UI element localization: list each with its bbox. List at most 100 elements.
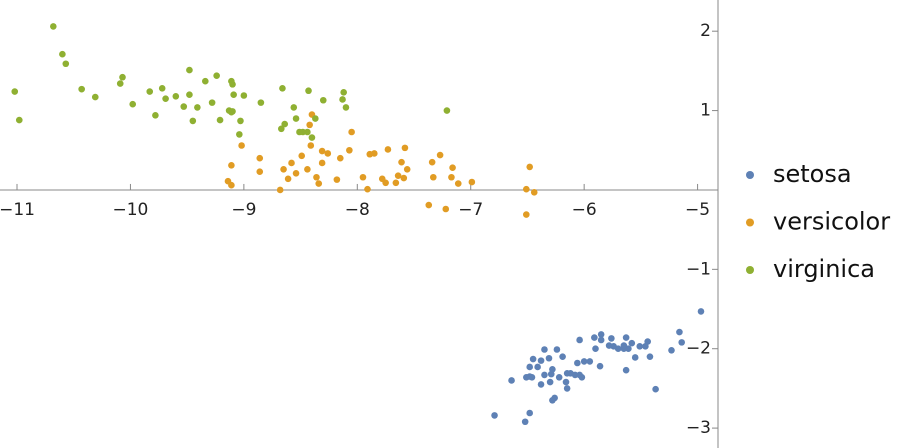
point	[346, 146, 353, 154]
point	[442, 205, 450, 213]
point	[586, 358, 594, 365]
point	[281, 120, 289, 128]
point	[547, 370, 555, 378]
point	[549, 397, 556, 404]
point	[172, 92, 180, 100]
point	[50, 23, 57, 30]
point	[646, 353, 654, 360]
point	[398, 158, 405, 166]
point	[319, 96, 327, 104]
point	[608, 335, 615, 342]
point	[580, 358, 588, 365]
point	[59, 50, 66, 58]
point	[290, 104, 298, 111]
point	[162, 95, 169, 102]
y-tick-label: −1	[686, 259, 711, 279]
point	[576, 336, 583, 344]
point	[228, 77, 235, 85]
point	[429, 173, 437, 181]
point	[288, 159, 295, 167]
point	[403, 166, 411, 173]
y-tick-label: −2	[686, 339, 711, 359]
point	[304, 166, 311, 173]
point	[436, 151, 444, 159]
point	[315, 180, 323, 187]
x-tick-label: −7	[458, 200, 483, 220]
point	[237, 117, 244, 125]
point	[15, 116, 23, 124]
point	[189, 117, 197, 125]
x-tick-label: −5	[685, 200, 710, 220]
point	[236, 131, 243, 138]
point	[592, 345, 599, 353]
point	[401, 144, 409, 152]
point	[339, 96, 346, 103]
point	[366, 150, 374, 158]
point	[530, 189, 538, 196]
point	[318, 159, 326, 167]
y-tick-label: −3	[686, 418, 711, 438]
point	[152, 112, 159, 119]
point	[534, 363, 541, 371]
legend-marker	[746, 266, 754, 274]
legend-marker	[746, 171, 754, 179]
point	[400, 174, 408, 182]
point	[202, 77, 209, 85]
point	[230, 91, 237, 98]
point	[428, 158, 436, 166]
point	[523, 185, 530, 193]
point	[78, 85, 85, 93]
point	[541, 371, 548, 379]
x-tick-label: −10	[112, 200, 148, 220]
point	[208, 99, 216, 106]
point	[257, 99, 265, 106]
point	[158, 85, 166, 92]
point	[186, 91, 193, 98]
point	[304, 128, 311, 136]
point	[359, 173, 367, 181]
legend-label: setosa	[773, 160, 852, 188]
point	[340, 89, 347, 96]
point	[296, 128, 303, 136]
point	[116, 80, 124, 87]
point	[622, 366, 630, 374]
point	[292, 169, 300, 177]
point	[553, 346, 561, 353]
point	[468, 178, 476, 186]
point	[256, 154, 264, 162]
point	[280, 166, 287, 173]
point	[336, 154, 344, 162]
point	[425, 201, 433, 209]
point	[559, 353, 566, 360]
point	[129, 100, 137, 108]
point	[312, 115, 319, 122]
point	[186, 66, 193, 74]
point	[11, 88, 19, 95]
point	[146, 88, 154, 95]
point	[636, 343, 644, 350]
point	[284, 175, 292, 183]
point	[526, 409, 534, 417]
point	[642, 343, 649, 350]
point	[240, 92, 248, 99]
point	[545, 354, 553, 362]
point	[448, 173, 455, 181]
point	[529, 355, 537, 363]
point	[591, 334, 598, 341]
point	[213, 72, 220, 79]
point	[523, 211, 530, 218]
point	[91, 93, 99, 101]
point	[279, 85, 286, 92]
point	[228, 108, 235, 116]
point	[348, 128, 355, 136]
point	[238, 142, 245, 149]
point	[631, 354, 639, 361]
point	[378, 175, 386, 183]
point	[526, 163, 534, 171]
point	[546, 378, 554, 386]
point	[537, 357, 545, 364]
point	[298, 152, 306, 160]
point	[597, 336, 605, 344]
x-tick-label: −8	[345, 200, 370, 220]
